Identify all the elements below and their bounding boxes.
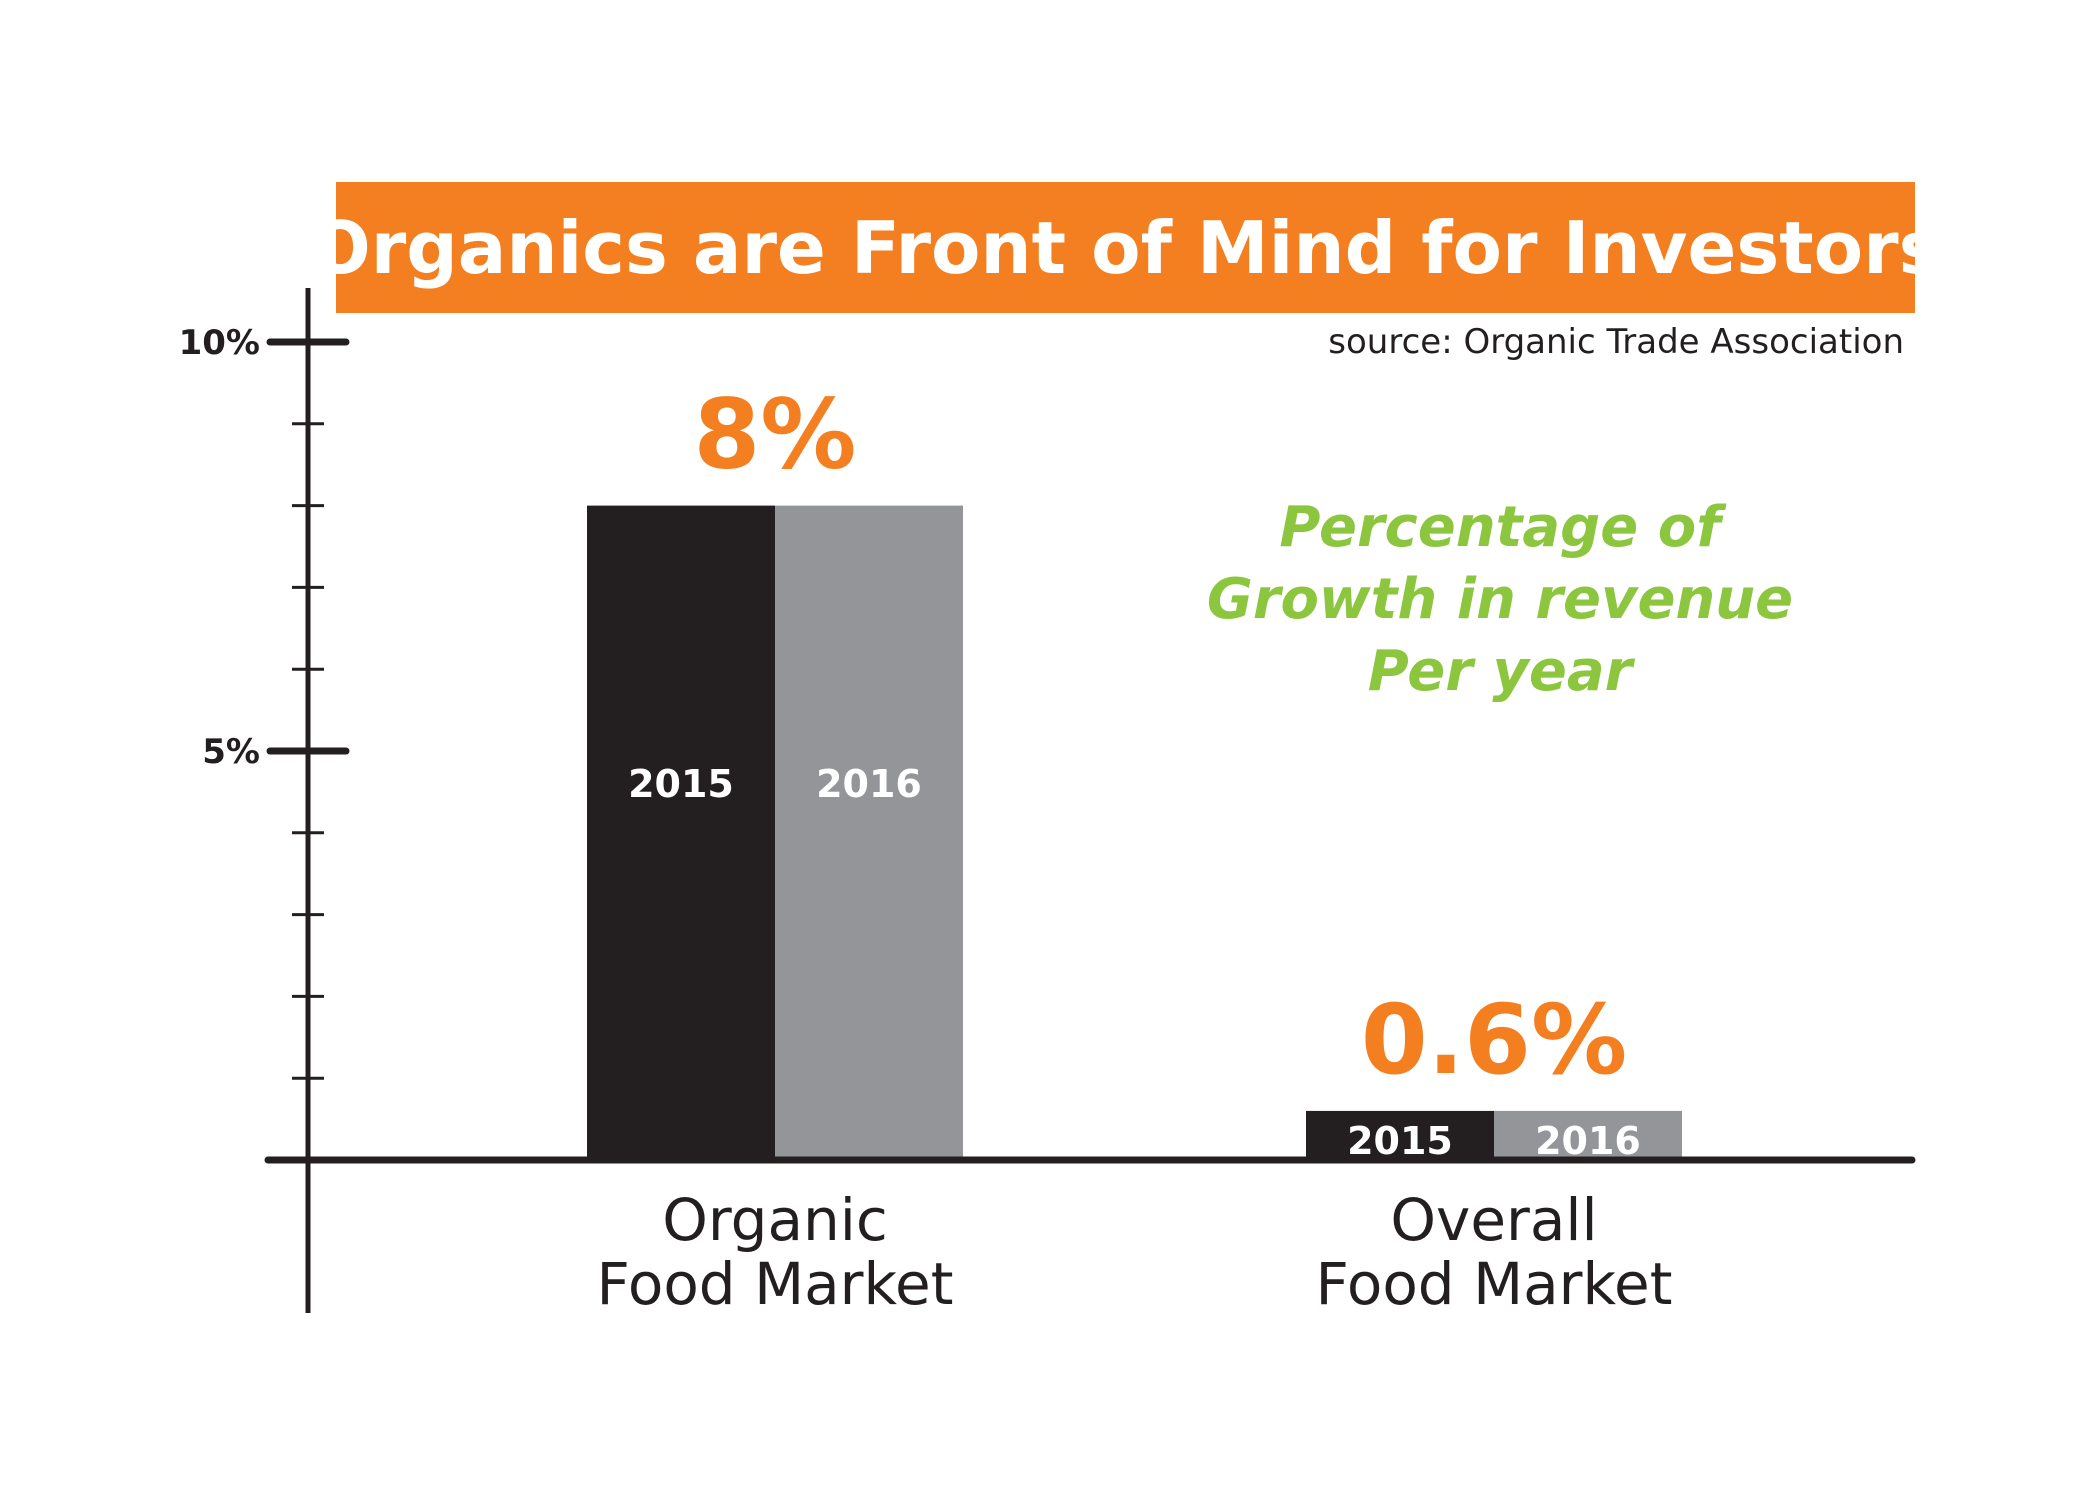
bar-label: 2016 — [816, 762, 922, 806]
x-category-label: Organic — [662, 1186, 888, 1254]
data-label: 8% — [694, 379, 857, 491]
bar-label: 2016 — [1535, 1119, 1641, 1163]
annotation-line-3: Per year — [1367, 639, 1633, 704]
source-note: source: Organic Trade Association — [1328, 322, 1904, 362]
bar-label: 2015 — [1347, 1119, 1453, 1163]
bar-2016 — [1494, 1110, 1682, 1160]
y-tick-label: 5% — [202, 732, 260, 772]
bar-2015 — [1306, 1110, 1494, 1160]
chart-title: Organics are Front of Mind for Investors — [309, 205, 1942, 290]
annotation-line-1: Percentage of — [1279, 495, 1721, 560]
x-category-label: Food Market — [1316, 1250, 1673, 1318]
bar-label: 2015 — [628, 762, 734, 806]
bar-2015 — [587, 505, 775, 1161]
y-tick-label: 10% — [179, 323, 260, 363]
title-banner: Organics are Front of Mind for Investors — [310, 182, 1942, 313]
bar-2016 — [775, 505, 963, 1161]
annotation-line-2: Growth in revenue — [1206, 567, 1794, 632]
x-category-label: Overall — [1390, 1186, 1597, 1254]
x-category-label: Food Market — [597, 1250, 954, 1318]
annotation: Percentage of Growth in revenue Per year — [1200, 492, 1800, 708]
data-label: 0.6% — [1361, 984, 1627, 1096]
